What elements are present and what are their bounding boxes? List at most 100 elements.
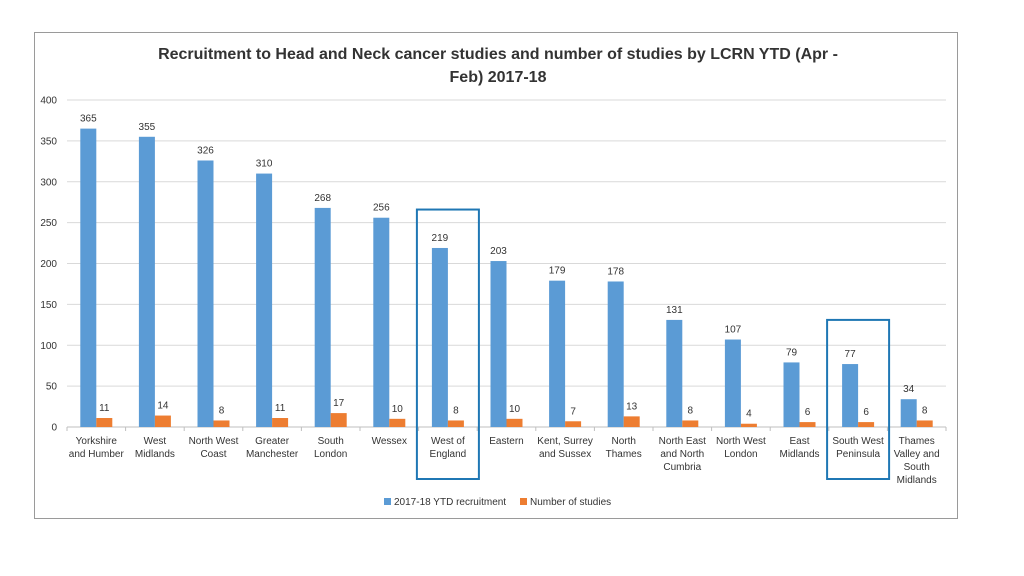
category-label: and North bbox=[660, 449, 704, 460]
recruitment-data-label: 107 bbox=[725, 325, 742, 336]
studies-data-label: 6 bbox=[863, 407, 869, 418]
category-label: North West bbox=[189, 436, 239, 447]
recruitment-data-label: 178 bbox=[607, 266, 624, 277]
category-label: Manchester bbox=[246, 449, 299, 460]
studies-bar bbox=[506, 418, 523, 427]
y-tick-label: 250 bbox=[40, 218, 57, 229]
recruitment-data-label: 219 bbox=[432, 233, 449, 244]
recruitment-bar bbox=[256, 173, 273, 427]
studies-bar bbox=[565, 421, 582, 427]
category-label: Coast bbox=[200, 449, 226, 460]
category-label: West bbox=[144, 436, 167, 447]
recruitment-bar bbox=[373, 217, 390, 427]
category-label: Thames bbox=[606, 449, 642, 460]
studies-data-label: 11 bbox=[275, 403, 286, 414]
recruitment-data-label: 203 bbox=[490, 246, 507, 257]
studies-data-label: 10 bbox=[509, 404, 521, 415]
legend-swatch-studies bbox=[520, 498, 527, 505]
recruitment-bar bbox=[490, 261, 507, 427]
y-tick-label: 50 bbox=[46, 382, 58, 393]
category-label: and Sussex bbox=[539, 449, 591, 460]
studies-data-label: 6 bbox=[805, 407, 811, 418]
recruitment-data-label: 77 bbox=[845, 349, 857, 360]
recruitment-data-label: 79 bbox=[786, 347, 798, 358]
category-label: Thames bbox=[899, 436, 935, 447]
category-label: Midlands bbox=[135, 449, 175, 460]
recruitment-data-label: 310 bbox=[256, 159, 273, 170]
category-label: Yorkshire bbox=[76, 436, 118, 447]
recruitment-bar bbox=[666, 319, 683, 427]
category-label: North bbox=[611, 436, 635, 447]
category-label: Midlands bbox=[897, 475, 937, 486]
studies-bar bbox=[916, 420, 933, 427]
studies-bar bbox=[682, 420, 699, 427]
studies-bar bbox=[330, 413, 347, 427]
recruitment-data-label: 179 bbox=[549, 266, 566, 277]
studies-data-label: 4 bbox=[746, 409, 752, 420]
recruitment-bar bbox=[138, 136, 155, 427]
studies-data-label: 13 bbox=[626, 401, 638, 412]
y-tick-label: 400 bbox=[40, 96, 57, 107]
recruitment-bar bbox=[607, 281, 624, 427]
recruitment-bar bbox=[900, 399, 917, 427]
y-tick-label: 150 bbox=[40, 300, 57, 311]
category-label: North East bbox=[659, 436, 706, 447]
studies-data-label: 8 bbox=[453, 405, 459, 416]
category-label: Peninsula bbox=[836, 449, 880, 460]
recruitment-bar bbox=[80, 128, 97, 428]
recruitment-data-label: 326 bbox=[197, 145, 214, 156]
studies-bar bbox=[389, 418, 406, 427]
category-label: Midlands bbox=[779, 449, 819, 460]
studies-data-label: 8 bbox=[688, 405, 694, 416]
studies-bar bbox=[858, 422, 875, 427]
recruitment-data-label: 365 bbox=[80, 114, 97, 125]
category-label: Wessex bbox=[372, 436, 407, 447]
category-label: Kent, Surrey bbox=[537, 436, 593, 447]
recruitment-bar bbox=[842, 364, 859, 427]
category-label: England bbox=[430, 449, 467, 460]
studies-bar bbox=[623, 416, 640, 427]
recruitment-data-label: 256 bbox=[373, 203, 390, 214]
category-label: London bbox=[314, 449, 347, 460]
category-label: London bbox=[724, 449, 757, 460]
recruitment-bar bbox=[431, 247, 448, 427]
studies-data-label: 7 bbox=[570, 406, 576, 417]
category-label: South West bbox=[832, 436, 884, 447]
recruitment-bar bbox=[197, 160, 214, 427]
studies-bar bbox=[96, 418, 113, 427]
chart-title-line: Recruitment to Head and Neck cancer stud… bbox=[158, 46, 838, 63]
studies-bar bbox=[154, 415, 171, 427]
category-label: South bbox=[318, 436, 344, 447]
studies-bar bbox=[272, 418, 289, 427]
category-label: Cumbria bbox=[663, 462, 701, 473]
legend-label-recruitment: 2017-18 YTD recruitment bbox=[394, 497, 506, 508]
studies-bar bbox=[740, 423, 757, 427]
category-label: North West bbox=[716, 436, 766, 447]
category-label: Greater bbox=[255, 436, 290, 447]
legend-label-studies: Number of studies bbox=[530, 497, 611, 508]
category-label: Eastern bbox=[489, 436, 523, 447]
highlight-box bbox=[826, 318, 891, 480]
y-tick-label: 200 bbox=[40, 259, 57, 270]
highlight-box bbox=[415, 208, 480, 480]
studies-bar bbox=[447, 420, 464, 427]
category-label: West of bbox=[431, 436, 465, 447]
category-label: Valley and bbox=[894, 449, 940, 460]
studies-data-label: 8 bbox=[219, 405, 225, 416]
category-label: South bbox=[904, 462, 930, 473]
y-tick-label: 300 bbox=[40, 177, 57, 188]
studies-data-label: 14 bbox=[157, 401, 169, 412]
recruitment-data-label: 34 bbox=[903, 384, 915, 395]
recruitment-bar bbox=[314, 207, 331, 427]
studies-bar bbox=[213, 420, 230, 427]
recruitment-bar bbox=[783, 362, 800, 427]
studies-data-label: 8 bbox=[922, 405, 928, 416]
y-tick-label: 100 bbox=[40, 341, 57, 352]
studies-data-label: 10 bbox=[392, 404, 404, 415]
chart-title-line: Feb) 2017-18 bbox=[450, 69, 547, 86]
recruitment-data-label: 268 bbox=[314, 193, 331, 204]
studies-data-label: 11 bbox=[99, 403, 110, 414]
y-tick-label: 0 bbox=[51, 423, 57, 434]
recruitment-data-label: 355 bbox=[139, 122, 156, 133]
